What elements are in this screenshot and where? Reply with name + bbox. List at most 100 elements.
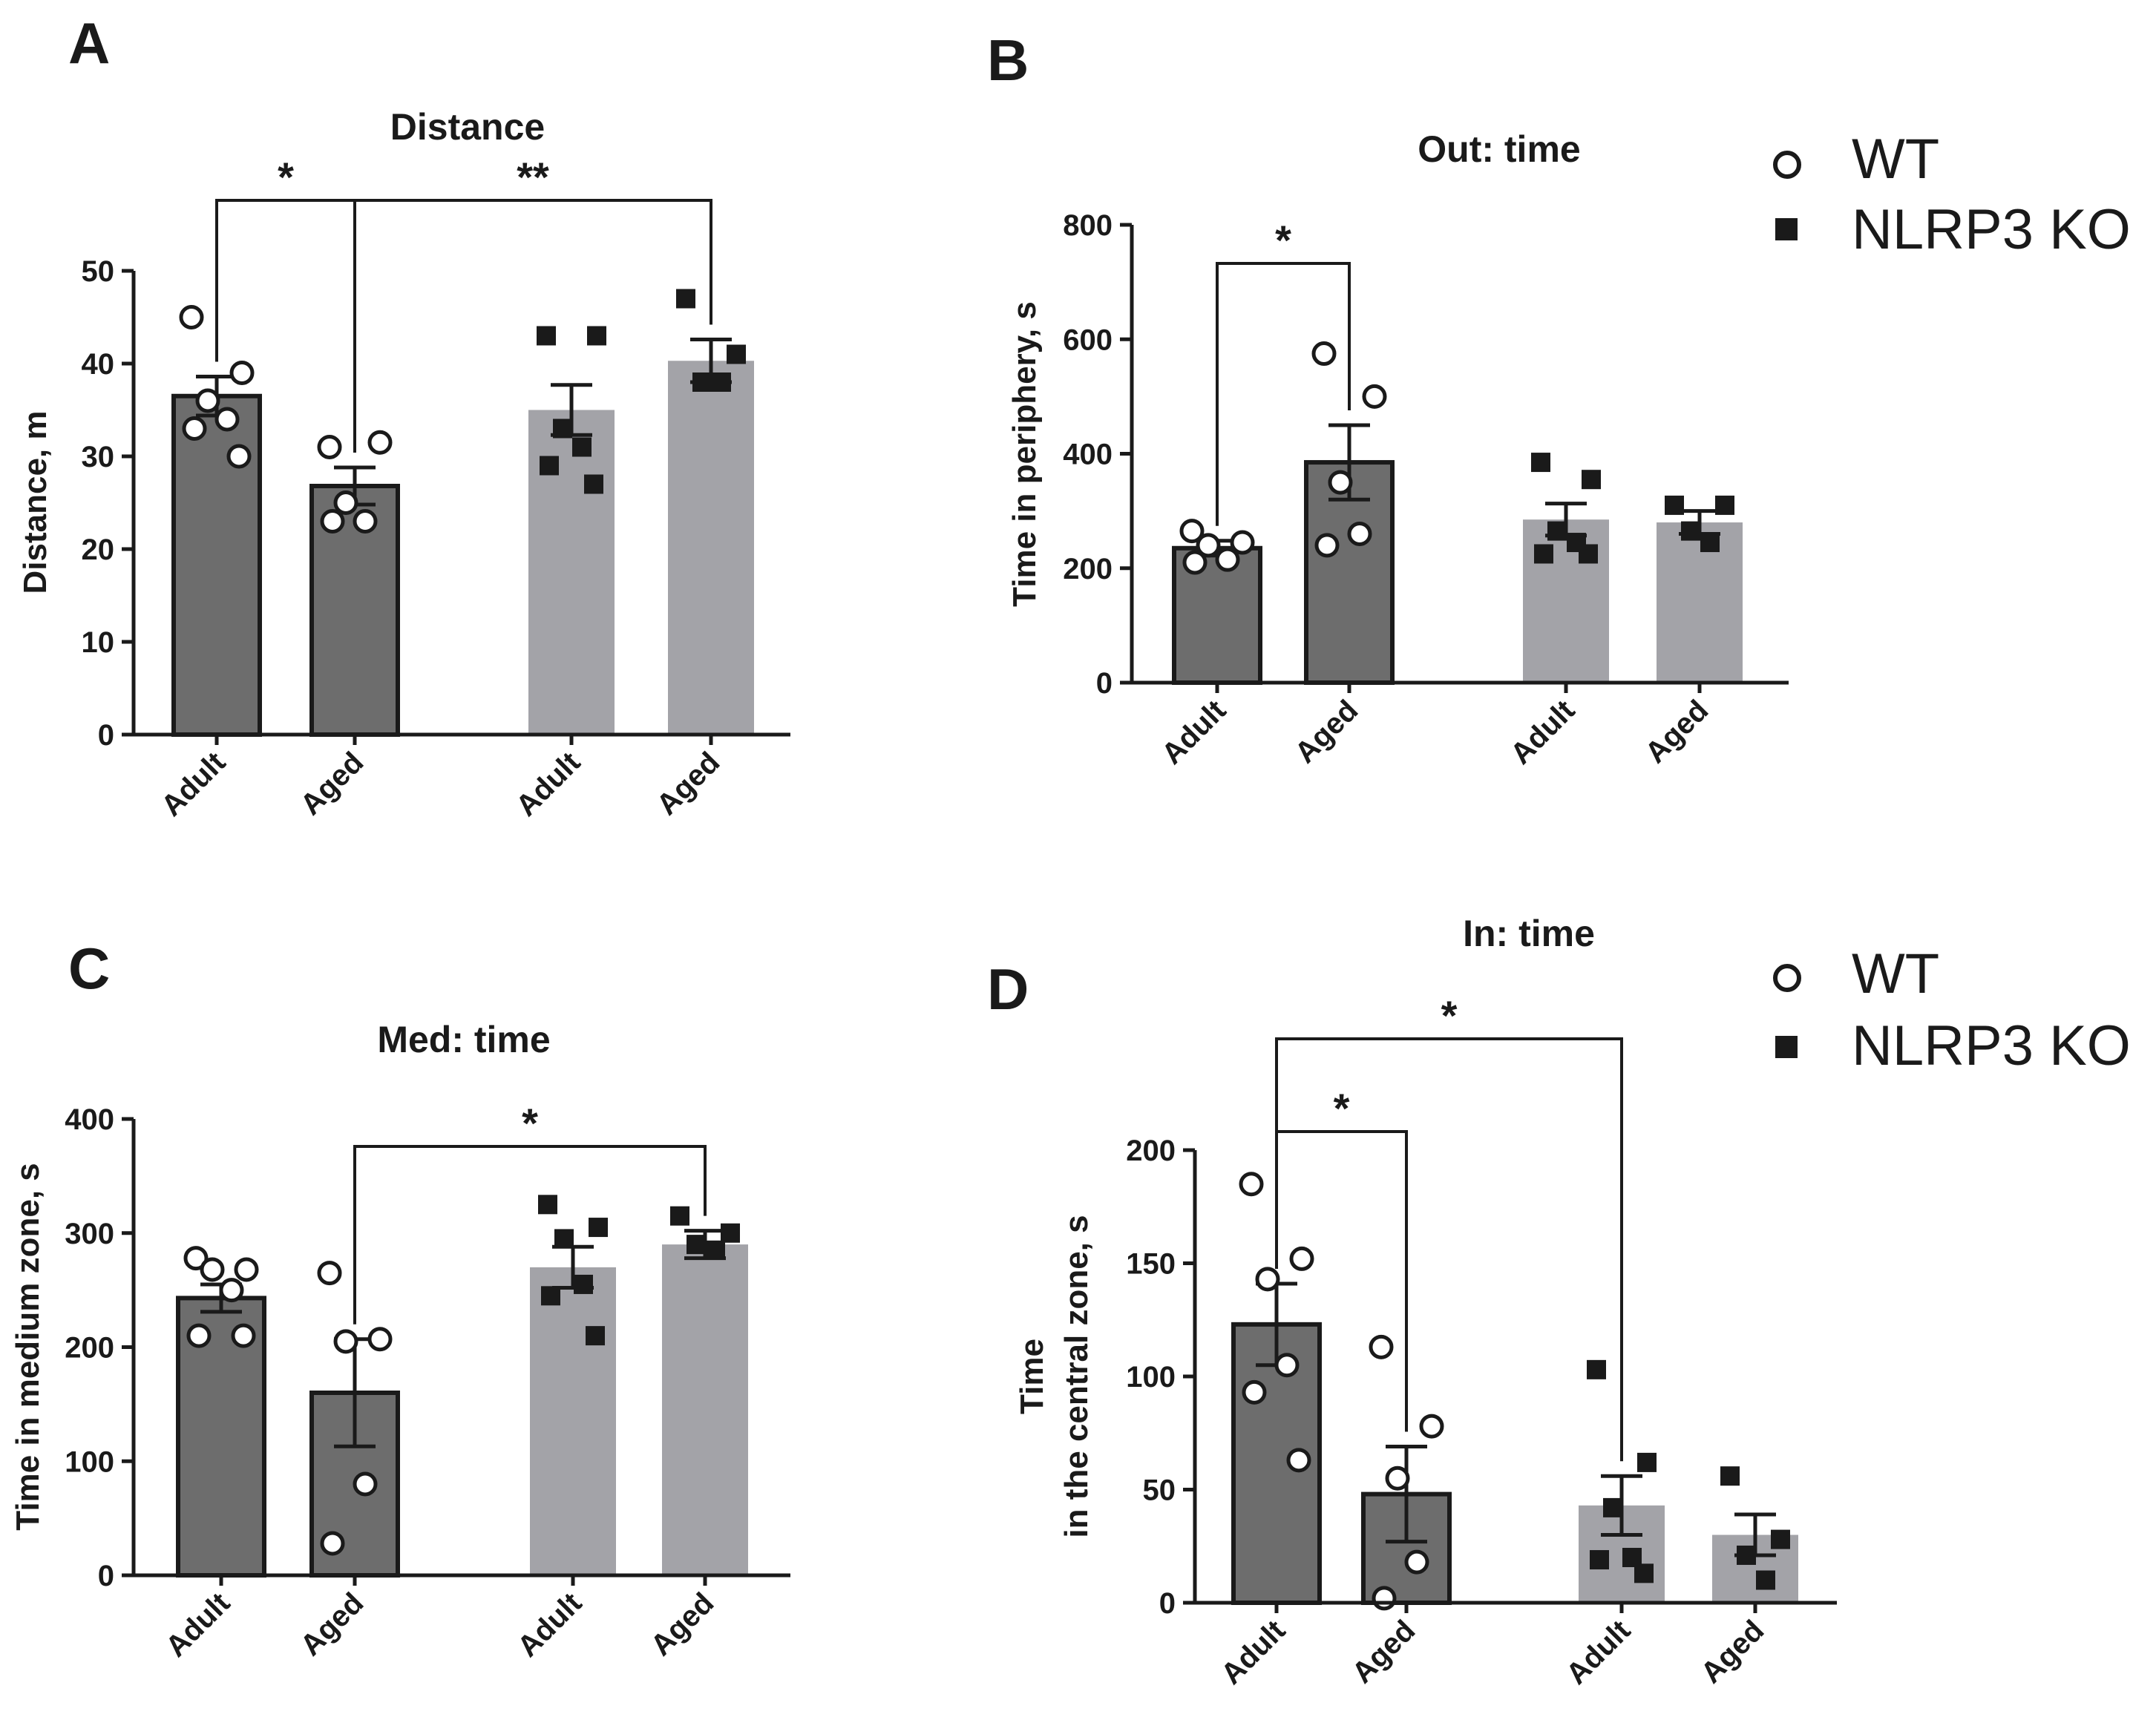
data-point-wt bbox=[219, 1278, 244, 1303]
y-axis-label-line1: Time bbox=[1014, 1339, 1050, 1414]
data-point-ko bbox=[589, 1218, 608, 1238]
y-axis-label: Time in periphery, s bbox=[1006, 301, 1043, 607]
significance-bracket bbox=[1275, 1037, 1623, 1462]
panel-b: B Out: time 0 200 400 600 800 Adult Aged Adult A… bbox=[987, 27, 1789, 771]
legend-ko-marker bbox=[1775, 1036, 1798, 1058]
y-tick-label: 0 bbox=[1159, 1587, 1176, 1620]
panel-a-plot: 0 10 20 30 40 50 Adult Aged Adult Aged Distance, m… bbox=[17, 154, 790, 823]
panel-b-plot: 0 200 400 600 800 Adult Aged Adult Aged Time in p… bbox=[1006, 209, 1789, 771]
panel-c-title: Med: time bbox=[377, 1019, 550, 1060]
panel-b-label: B bbox=[987, 27, 1029, 93]
data-point-ko bbox=[1582, 470, 1601, 490]
data-point-wt bbox=[367, 430, 393, 455]
significance-label: * bbox=[1334, 1085, 1350, 1132]
data-point-ko bbox=[553, 418, 572, 439]
data-point-ko bbox=[727, 344, 746, 364]
data-point-wt bbox=[317, 435, 342, 459]
y-axis-label: Distance, m bbox=[17, 411, 53, 594]
x-category-label: Adult bbox=[160, 1586, 236, 1663]
data-point-ko bbox=[712, 372, 731, 392]
x-category-label: Adult bbox=[1156, 694, 1232, 770]
legend-wt-label: WT bbox=[1852, 942, 1939, 1005]
data-point-wt bbox=[200, 1257, 225, 1282]
x-category-label: Adult bbox=[511, 1586, 588, 1663]
data-point-ko bbox=[676, 289, 695, 309]
significance-label: * bbox=[522, 1100, 538, 1146]
data-point-wt bbox=[186, 1323, 212, 1348]
y-tick-label: 0 bbox=[1096, 667, 1113, 700]
data-point-ko bbox=[1665, 495, 1684, 515]
y-tick-label: 100 bbox=[65, 1445, 114, 1478]
x-category-label: Adult bbox=[1215, 1614, 1291, 1690]
panel-a-label: A bbox=[68, 10, 110, 76]
y-tick-label: 200 bbox=[65, 1332, 114, 1365]
y-tick-label: 400 bbox=[1063, 439, 1113, 471]
x-category-label: Adult bbox=[155, 746, 232, 822]
panel-c-label: C bbox=[68, 936, 110, 1001]
bar-adult-ko bbox=[1523, 519, 1609, 683]
data-point-wt bbox=[320, 1531, 345, 1556]
data-point-ko bbox=[1579, 544, 1598, 564]
data-point-ko bbox=[572, 437, 592, 457]
bar-adult-wt bbox=[171, 393, 262, 737]
data-point-ko bbox=[1590, 1550, 1609, 1570]
data-point-ko bbox=[538, 1195, 557, 1215]
legend-bottom: WT NLRP3 KO bbox=[1773, 942, 2131, 1077]
data-point-wt bbox=[1419, 1414, 1444, 1439]
y-tick-label: 0 bbox=[98, 1560, 114, 1592]
data-point-ko bbox=[1587, 1359, 1606, 1379]
data-point-wt bbox=[367, 1327, 393, 1352]
panel-d-label: D bbox=[987, 956, 1029, 1022]
data-point-wt bbox=[333, 490, 358, 515]
y-tick-label: 10 bbox=[82, 626, 115, 659]
x-category-label: Adult bbox=[1504, 694, 1581, 770]
data-point-wt bbox=[182, 416, 207, 441]
panel-d-plot: 0 50 100 150 200 Adult Aged Adult Aged Time in the… bbox=[1014, 992, 1837, 1691]
data-point-ko bbox=[1531, 453, 1550, 473]
panel-b-title: Out: time bbox=[1418, 128, 1580, 170]
data-point-ko bbox=[540, 456, 559, 476]
y-tick-label: 50 bbox=[82, 255, 115, 288]
significance-bracket bbox=[1216, 262, 1351, 526]
data-point-wt bbox=[1311, 341, 1337, 367]
data-point-wt bbox=[1182, 550, 1208, 575]
legend-wt-label: WT bbox=[1852, 128, 1939, 191]
data-point-wt bbox=[231, 1323, 256, 1348]
data-point-ko bbox=[721, 1223, 740, 1243]
data-point-ko bbox=[554, 1229, 574, 1249]
x-category-label: Aged bbox=[1346, 1614, 1422, 1690]
x-category-label: Adult bbox=[1560, 1614, 1636, 1690]
legend-ko-label: NLRP3 KO bbox=[1852, 1014, 2131, 1077]
data-point-ko bbox=[574, 1274, 593, 1294]
data-point-wt bbox=[1239, 1172, 1264, 1197]
y-tick-label: 150 bbox=[1126, 1248, 1176, 1281]
data-point-ko bbox=[584, 474, 603, 494]
x-category-label: Aged bbox=[295, 1586, 370, 1662]
bar-aged-ko bbox=[668, 361, 754, 735]
x-category-label: Adult bbox=[510, 746, 586, 822]
y-axis-label: Time in medium zone, s bbox=[10, 1163, 46, 1531]
x-category-label: Aged bbox=[1289, 694, 1365, 769]
data-point-ko bbox=[1715, 495, 1734, 515]
data-point-wt bbox=[1274, 1353, 1300, 1378]
legend-ko-label: NLRP3 KO bbox=[1852, 198, 2131, 261]
legend-ko-marker bbox=[1775, 218, 1798, 240]
data-point-ko bbox=[692, 372, 712, 392]
data-point-ko bbox=[1771, 1529, 1790, 1549]
y-tick-label: 0 bbox=[98, 719, 114, 752]
data-point-ko bbox=[1756, 1570, 1775, 1590]
data-point-wt bbox=[1404, 1549, 1429, 1575]
x-category-label: Aged bbox=[1695, 1614, 1771, 1690]
y-tick-label: 300 bbox=[65, 1218, 114, 1250]
legend-wt-marker bbox=[1773, 964, 1801, 992]
data-point-wt bbox=[1328, 470, 1353, 495]
data-point-wt bbox=[1347, 521, 1372, 546]
data-point-ko bbox=[670, 1206, 689, 1226]
significance-bracket bbox=[353, 1145, 707, 1325]
data-point-ko bbox=[1603, 1497, 1622, 1517]
y-tick-label: 800 bbox=[1063, 209, 1113, 242]
data-point-ko bbox=[687, 1235, 706, 1255]
data-point-wt bbox=[317, 1261, 342, 1286]
data-point-wt bbox=[1286, 1448, 1311, 1473]
significance-label: * bbox=[278, 154, 294, 200]
